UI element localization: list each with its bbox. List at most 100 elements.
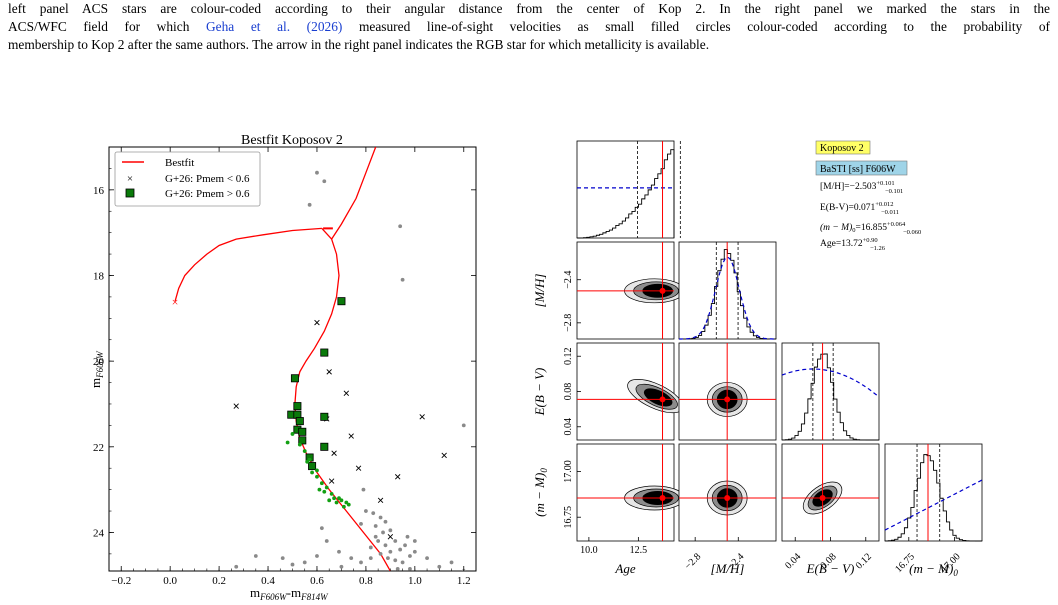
corner-panel-0-0 <box>576 140 681 239</box>
result-dm-sup: +0.064 <box>887 221 906 228</box>
star-point <box>449 560 454 565</box>
corner-panel-2-1 <box>678 342 777 441</box>
result-age: Age=13.72+0.90 <box>820 237 878 249</box>
bestfit-point <box>659 494 666 501</box>
star-point <box>373 534 378 539</box>
bestfit-point <box>724 396 731 403</box>
bestfit-point <box>819 494 826 501</box>
member-marker <box>320 412 329 421</box>
x-tick-label: 0.8 <box>359 575 373 587</box>
cmd-xlabel: mF606W-mF814W <box>250 585 329 602</box>
star-point <box>280 556 285 561</box>
non-member-marker <box>377 497 384 504</box>
star-point <box>395 566 400 571</box>
star-point <box>327 498 332 503</box>
corner-panel-2-2 <box>781 342 880 441</box>
cmd-ticks: −0.2 0.0 0.2 0.4 0.6 0.8 1.0 1.2 16 18 20 22 24 <box>93 147 476 587</box>
corner-y-tick-label: 16.75 <box>563 506 574 529</box>
non-member-marker <box>328 478 335 484</box>
y-tick-label: 24 <box>93 527 105 539</box>
star-point <box>302 560 307 565</box>
citation-link[interactable]: Geha et al. (2026) <box>206 19 343 35</box>
corner-panel-1-0 <box>576 241 685 340</box>
result-mh: [M/H]=−2.503+0.101 <box>820 180 895 192</box>
star-point <box>329 492 334 496</box>
star-point <box>378 551 383 556</box>
contour-inner <box>643 388 673 407</box>
star-point <box>324 485 329 490</box>
non-member-marker <box>314 319 320 326</box>
x-tick-label: 0.0 <box>163 575 177 587</box>
member-marker <box>293 402 302 411</box>
legend-square-marker <box>125 188 135 198</box>
result-age-value: 13.72 <box>841 239 863 249</box>
result-ebv-sub: −0.011 <box>881 209 899 216</box>
star-point <box>253 554 258 558</box>
star-point <box>425 556 429 561</box>
corner-ylabel: E(B − V) <box>532 368 547 417</box>
isochrone-segment-2 <box>331 147 377 240</box>
non-member-marker <box>394 474 401 480</box>
star-point <box>290 562 295 567</box>
star-point <box>359 560 363 565</box>
star-point <box>368 545 373 550</box>
non-member-marker <box>419 414 425 420</box>
non-member-marker <box>331 450 337 456</box>
non-member-marker <box>343 390 350 396</box>
star-point <box>324 539 329 543</box>
citation-author: Geha et al. <box>206 19 291 35</box>
corner-x-tick-label: 0.04 <box>783 551 803 571</box>
star-point <box>412 539 417 543</box>
caption-line-2-end: measured line-of-sight velocities as sma… <box>342 19 1050 35</box>
star-point <box>297 442 302 447</box>
star-point <box>341 504 346 509</box>
corner-ylabel-sub: 0 <box>539 468 549 473</box>
corner-ylabel: [M/H] <box>532 274 547 308</box>
corner-panel-3-0 <box>576 443 685 542</box>
star-point <box>285 440 290 445</box>
x-tick-label: −0.2 <box>111 575 131 587</box>
isochrone-segment-0 <box>294 227 392 571</box>
star-point <box>398 224 403 229</box>
histogram-steps <box>884 454 983 542</box>
corner-xlabel-sub: 0 <box>953 568 958 578</box>
star-point <box>400 277 405 282</box>
corner-axes-frame <box>884 443 983 542</box>
cmd-title: Bestfit Koposov 2 <box>241 133 343 148</box>
result-age-label: Age= <box>820 239 841 249</box>
star-point <box>315 554 319 558</box>
star-point <box>319 481 324 486</box>
result-ebv: E(B-V)=0.071+0.012 <box>820 201 894 213</box>
citation-year: 2026 <box>311 19 338 35</box>
star-point <box>437 564 442 569</box>
legend-pmem-low-label: G+26: Pmem < 0.6 <box>165 173 250 185</box>
cmd-ylabel: mF606W <box>88 350 105 388</box>
star-point <box>337 549 341 554</box>
star-point <box>307 457 312 462</box>
result-age-sub: −1.26 <box>870 245 886 252</box>
star-point <box>334 500 339 505</box>
result-mh-value: −2.503 <box>850 182 877 192</box>
non-member-marker <box>233 403 239 409</box>
corner-panel-2-0 <box>576 342 684 441</box>
corner-xlabel: (m − M)0 <box>909 561 958 578</box>
star-point <box>364 509 368 513</box>
cmd-axes-frame <box>108 146 477 572</box>
corner-x-tick-label: 12.5 <box>630 545 648 556</box>
member-marker <box>320 442 329 451</box>
star-point <box>339 564 344 569</box>
legend-basti-text: BaSTI [ss] F606W <box>820 164 896 175</box>
star-point <box>393 539 398 543</box>
member-marker <box>308 462 317 471</box>
result-dm-eq: = <box>856 223 861 233</box>
member-marker <box>290 374 299 383</box>
legend-basti-box <box>815 160 908 176</box>
star-point <box>302 449 307 453</box>
non-member-marker <box>387 534 394 540</box>
star-point <box>386 556 390 561</box>
star-point <box>398 547 403 552</box>
star-point <box>319 526 324 531</box>
legend-pmem-high-label: G+26: Pmem > 0.6 <box>165 188 250 200</box>
star-point <box>383 519 388 524</box>
corner-axes-frame <box>576 140 675 239</box>
